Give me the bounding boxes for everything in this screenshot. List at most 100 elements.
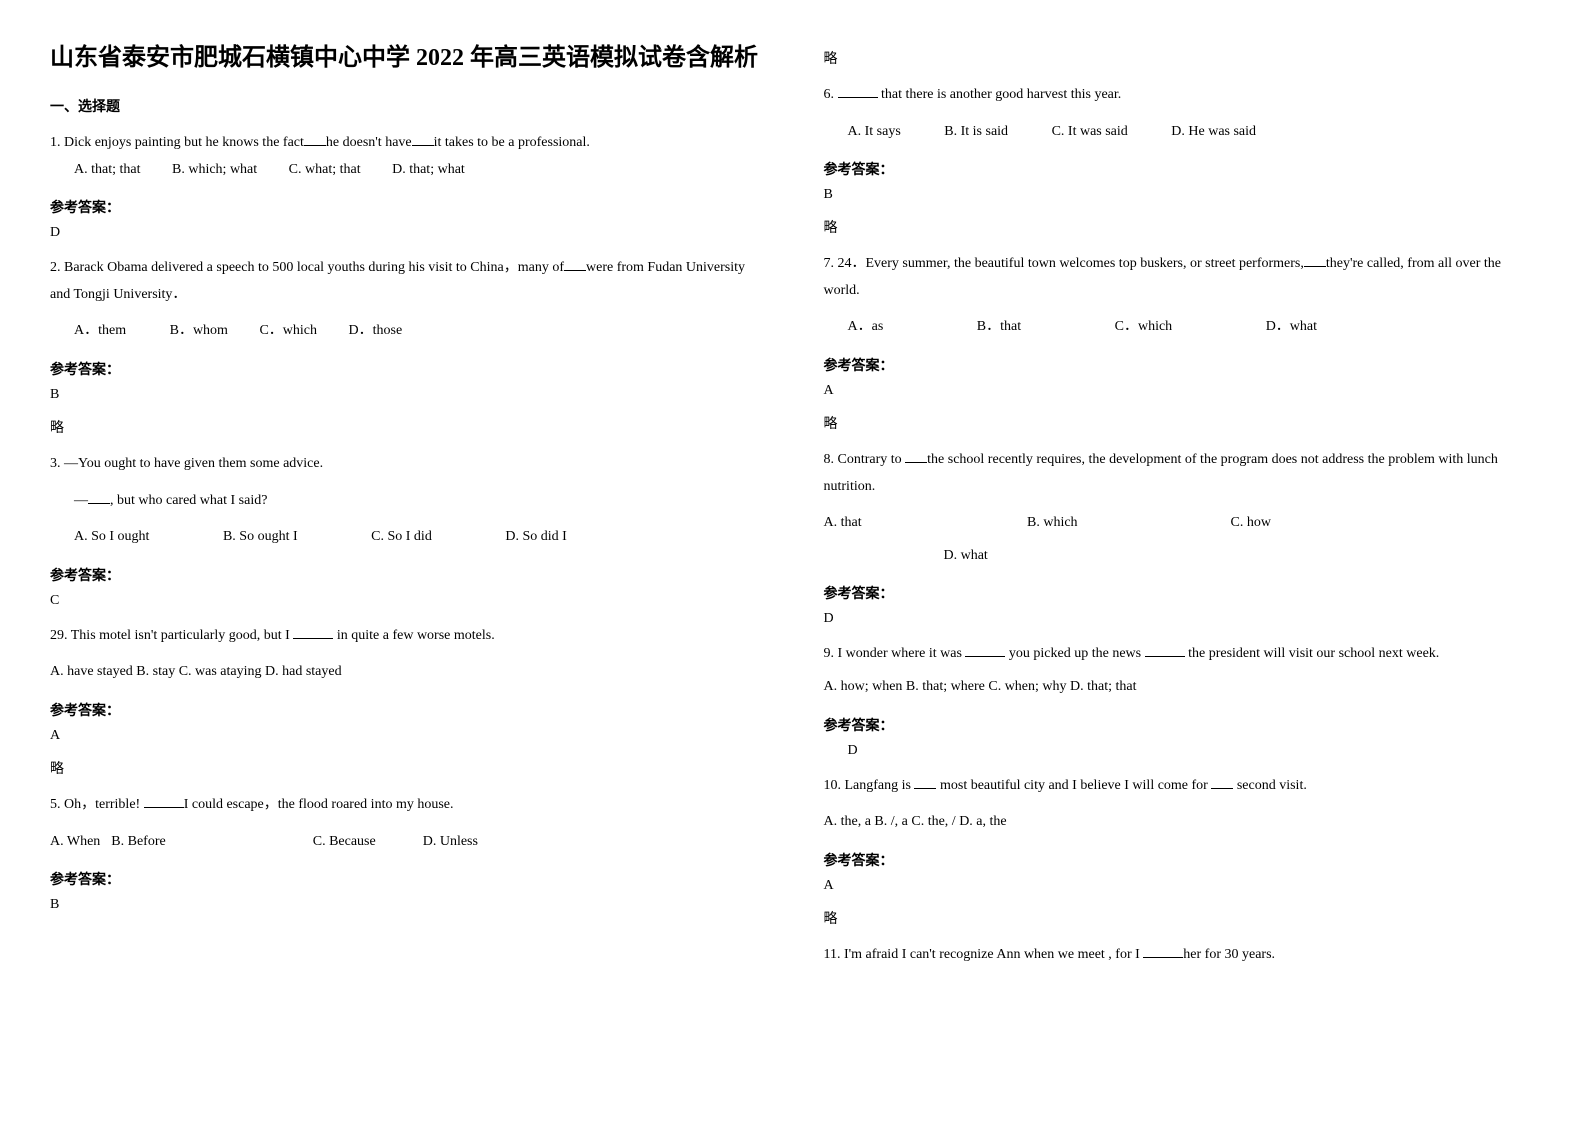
q6-opt-a: A. It says: [848, 119, 901, 146]
q2-opt-b: B．whom: [170, 318, 228, 345]
answer-label: 参考答案：: [824, 355, 1538, 375]
q3-opt-d: D. So did I: [505, 524, 566, 551]
blank: [564, 256, 586, 271]
q9-opts: A. how; when B. that; where C. when; why…: [824, 674, 1538, 701]
q2-opt-c: C．which: [259, 318, 317, 345]
q11-stem-b: her for 30 years.: [1183, 947, 1275, 962]
q1-stem-b: he doesn't have: [326, 135, 412, 150]
question-8: 8. Contrary to the school recently requi…: [824, 447, 1538, 569]
answer-label: 参考答案：: [50, 869, 764, 889]
answer-label: 参考答案：: [50, 700, 764, 720]
q1-answer: D: [50, 225, 764, 241]
q8-opt-d: D. what: [944, 543, 1538, 570]
q7-answer: A: [824, 383, 1538, 399]
blank: [412, 131, 434, 146]
question-7: 7. 24．Every summer, the beautiful town w…: [824, 251, 1538, 341]
q1-opt-a: A. that; that: [74, 157, 141, 184]
blank: [838, 83, 878, 98]
q10-stem-b: most beautiful city and I believe I will…: [936, 778, 1211, 793]
q7-stem-a: 7. 24．Every summer, the beautiful town w…: [824, 256, 1304, 271]
q2-opt-d: D．those: [349, 318, 403, 345]
q6-opt-d: D. He was said: [1171, 119, 1256, 146]
q3-line2-a: —: [74, 493, 88, 508]
question-2: 2. Barack Obama delivered a speech to 50…: [50, 255, 764, 345]
question-6: 6. that there is another good harvest th…: [824, 82, 1538, 145]
q6-opt-c: C. It was said: [1052, 119, 1128, 146]
question-10: 10. Langfang is most beautiful city and …: [824, 773, 1538, 836]
q10-stem-c: second visit.: [1233, 778, 1307, 793]
doc-title: 山东省泰安市肥城石横镇中心中学 2022 年高三英语模拟试卷含解析: [50, 40, 764, 76]
q6-opt-b: B. It is said: [944, 119, 1008, 146]
q5-stem-b: I could escape，the flood roared into my …: [184, 797, 454, 812]
q6-omit: 略: [824, 217, 1538, 237]
blank: [88, 489, 110, 504]
q2-omit: 略: [50, 417, 764, 437]
q3-line2-b: , but who cared what I said?: [110, 493, 267, 508]
q29-opts: A. have stayed B. stay C. was ataying D.…: [50, 659, 764, 686]
q6-stem-a: 6.: [824, 87, 838, 102]
q7-opt-b: B．that: [977, 314, 1021, 341]
blank: [914, 774, 936, 789]
q7-opt-c: C．which: [1115, 314, 1173, 341]
answer-label: 参考答案：: [824, 715, 1538, 735]
section-heading: 一、选择题: [50, 96, 764, 116]
q5-opt-a: A. When: [50, 834, 100, 849]
q29-answer: A: [50, 728, 764, 744]
q1-stem-a: 1. Dick enjoys painting but he knows the…: [50, 135, 304, 150]
q29-stem-a: 29. This motel isn't particularly good, …: [50, 628, 293, 643]
q7-omit: 略: [824, 413, 1538, 433]
q2-opt-a: A．them: [74, 318, 126, 345]
q2-answer: B: [50, 387, 764, 403]
q1-opt-d: D. that; what: [392, 157, 465, 184]
q10-opts: A. the, a B. /, a C. the, / D. a, the: [824, 809, 1538, 836]
answer-label: 参考答案：: [824, 583, 1538, 603]
q9-answer: D: [848, 743, 1538, 759]
q1-opt-c: C. what; that: [289, 157, 361, 184]
q3-opt-b: B. So ought I: [223, 524, 298, 551]
q6-answer: B: [824, 187, 1538, 203]
answer-label: 参考答案：: [824, 850, 1538, 870]
q8-stem-a: 8. Contrary to: [824, 452, 906, 467]
q3-opt-a: A. So I ought: [74, 524, 149, 551]
q11-stem-a: 11. I'm afraid I can't recognize Ann whe…: [824, 947, 1144, 962]
q8-opt-a: A. that: [824, 510, 1024, 537]
question-5: 5. Oh，terrible! I could escape，the flood…: [50, 792, 764, 855]
question-29: 29. This motel isn't particularly good, …: [50, 623, 764, 686]
q10-omit: 略: [824, 908, 1538, 928]
q5-opt-b: B. Before: [111, 834, 165, 849]
top-omit: 略: [824, 48, 1538, 68]
right-column: 略 6. that there is another good harvest …: [824, 40, 1538, 982]
q3-answer: C: [50, 593, 764, 609]
answer-label: 参考答案：: [50, 197, 764, 217]
q2-stem-a: 2. Barack Obama delivered a speech to 50…: [50, 260, 564, 275]
answer-label: 参考答案：: [824, 159, 1538, 179]
q29-omit: 略: [50, 758, 764, 778]
answer-label: 参考答案：: [50, 359, 764, 379]
q5-stem-a: 5. Oh，terrible!: [50, 797, 144, 812]
q5-answer: B: [50, 897, 764, 913]
q5-opt-d: D. Unless: [423, 834, 478, 849]
q8-opt-c: C. how: [1231, 515, 1271, 530]
blank: [905, 448, 927, 463]
question-1: 1. Dick enjoys painting but he knows the…: [50, 130, 764, 183]
blank: [144, 793, 184, 808]
q7-opt-d: D．what: [1266, 314, 1317, 341]
q7-opt-a: A．as: [848, 314, 884, 341]
left-column: 山东省泰安市肥城石横镇中心中学 2022 年高三英语模拟试卷含解析 一、选择题 …: [50, 40, 764, 982]
q8-opt-b: B. which: [1027, 510, 1227, 537]
q8-answer: D: [824, 611, 1538, 627]
page: 山东省泰安市肥城石横镇中心中学 2022 年高三英语模拟试卷含解析 一、选择题 …: [50, 40, 1537, 982]
blank: [1143, 943, 1183, 958]
blank: [1211, 774, 1233, 789]
q9-stem-c: the president will visit our school next…: [1185, 646, 1440, 661]
blank: [293, 624, 333, 639]
blank: [1145, 642, 1185, 657]
q10-stem-a: 10. Langfang is: [824, 778, 915, 793]
q3-opt-c: C. So I did: [371, 524, 432, 551]
question-11: 11. I'm afraid I can't recognize Ann whe…: [824, 942, 1538, 969]
q29-stem-b: in quite a few worse motels.: [333, 628, 494, 643]
q10-answer: A: [824, 878, 1538, 894]
q1-stem-c: it takes to be a professional.: [434, 135, 590, 150]
blank: [304, 131, 326, 146]
q6-stem-b: that there is another good harvest this …: [878, 87, 1122, 102]
